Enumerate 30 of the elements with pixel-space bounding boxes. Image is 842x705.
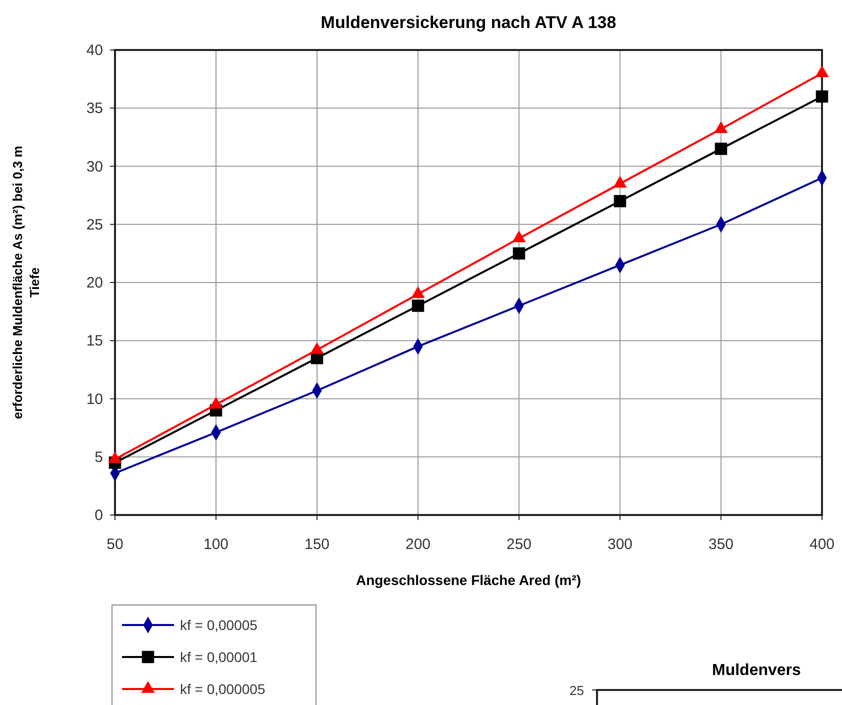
x-tick-label: 100 bbox=[203, 536, 229, 553]
legend-label: kf = 0,00005 bbox=[180, 617, 258, 633]
x-axis-title: Angeschlossene Fläche Ared (m²) bbox=[356, 572, 582, 588]
text: Muldenvers bbox=[712, 662, 802, 679]
point bbox=[714, 142, 728, 155]
y-tick-label: 40 bbox=[86, 42, 103, 59]
x-tick-label: 250 bbox=[506, 536, 532, 553]
y-tick-label: 20 bbox=[86, 274, 103, 292]
x-tick-label: 200 bbox=[405, 536, 431, 553]
x-tick-label: 400 bbox=[809, 536, 835, 553]
legend-label: kf = 0,00001 bbox=[180, 649, 258, 665]
point bbox=[816, 90, 828, 103]
y-tick-label: 30 bbox=[86, 158, 103, 176]
point bbox=[512, 247, 526, 260]
y-tick-label: 10 bbox=[86, 390, 103, 408]
x-tick-label: 300 bbox=[607, 536, 633, 553]
y-tick-label: 35 bbox=[86, 100, 103, 118]
legend-label: kf = 0,000005 bbox=[180, 681, 266, 697]
x-tick-label: 50 bbox=[106, 536, 124, 553]
point bbox=[614, 195, 626, 208]
text: 25 bbox=[570, 683, 584, 698]
x-tick-label: 150 bbox=[304, 536, 330, 553]
chart-title: Muldenversickerung nach ATV A 138 bbox=[320, 13, 616, 32]
y-axis-title: erforderliche Muldenfläche As (m²) bei 0,3 m Tiefe bbox=[10, 146, 42, 420]
y-tick-label: 15 bbox=[86, 332, 103, 350]
x-tick-label: 350 bbox=[708, 536, 734, 553]
y-tick-label: 25 bbox=[86, 216, 103, 234]
point bbox=[412, 300, 424, 312]
y-tick-label: 5 bbox=[94, 448, 103, 466]
y-tick-label: 0 bbox=[94, 507, 103, 524]
